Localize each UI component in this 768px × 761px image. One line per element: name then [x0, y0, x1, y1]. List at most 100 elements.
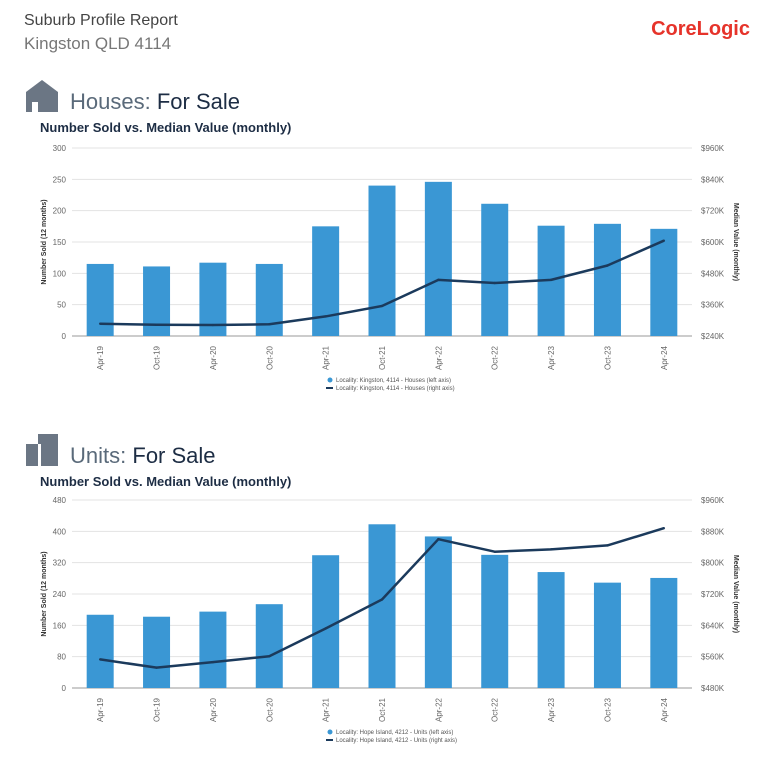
y2-tick-label: $480K [701, 269, 725, 278]
bar [368, 185, 396, 336]
y2-tick-label: $640K [701, 621, 725, 630]
report-title: Suburb Profile Report [24, 12, 178, 29]
line-point [662, 527, 666, 530]
line-point [380, 598, 384, 601]
x-tick-label: Apr-19 [96, 697, 105, 722]
line-point [380, 304, 384, 308]
bar [199, 611, 227, 688]
houses-section-title: Houses: For Sale [70, 89, 240, 114]
line-point [98, 322, 102, 325]
y2-tick-label: $600K [701, 238, 725, 247]
bar [593, 582, 621, 688]
bar [312, 226, 340, 336]
x-tick-label: Apr-24 [660, 345, 669, 370]
y-tick-label: 400 [53, 527, 67, 536]
x-tick-label: Apr-22 [434, 697, 443, 722]
bar [255, 604, 283, 688]
x-tick-label: Oct-22 [491, 697, 500, 722]
y-tick-label: 250 [53, 175, 67, 184]
line-point [155, 666, 158, 669]
y-tick-label: 150 [53, 238, 67, 247]
bar [86, 263, 114, 336]
bar [424, 181, 452, 336]
y2-axis-label: Median Value (monthly) [732, 555, 739, 633]
x-tick-label: Apr-21 [322, 697, 331, 722]
x-tick-label: Oct-19 [153, 697, 162, 722]
line-point [268, 655, 271, 658]
report-subtitle: Kingston QLD 4114 [24, 34, 172, 53]
line-point [437, 278, 440, 282]
bar [368, 524, 396, 688]
y2-tick-label: $800K [701, 559, 725, 568]
x-tick-label: Oct-22 [491, 345, 500, 370]
bar [424, 536, 452, 688]
y-tick-label: 80 [57, 653, 66, 662]
y2-tick-label: $480K [701, 684, 725, 693]
bar [312, 555, 340, 688]
line-point [211, 323, 215, 327]
legend-line-label: Locality: Kingston, 4114 - Houses (right… [336, 386, 455, 392]
x-tick-label: Oct-20 [265, 697, 274, 722]
bar [143, 616, 171, 688]
line-point [437, 537, 440, 541]
y2-tick-label: $960K [701, 496, 725, 505]
line-point [549, 278, 553, 282]
x-tick-label: Oct-21 [378, 697, 387, 722]
line-point [211, 660, 215, 664]
line-point [662, 239, 666, 242]
line-point [549, 548, 553, 551]
line-point [324, 627, 327, 630]
x-tick-label: Apr-19 [96, 345, 105, 370]
y-tick-label: 160 [53, 621, 67, 630]
units-section-title: Units: For Sale [70, 443, 216, 468]
y2-tick-label: $840K [701, 175, 725, 184]
y2-tick-label: $720K [701, 590, 725, 599]
line-point [493, 281, 496, 285]
legend-line-label: Locality: Hope Island, 4212 - Units (rig… [336, 738, 457, 744]
bar [537, 572, 565, 688]
brand-logo: CoreLogic [651, 18, 750, 40]
line-point [606, 264, 609, 267]
line-point [155, 323, 158, 326]
house-icon [26, 80, 58, 112]
x-tick-label: Apr-20 [209, 345, 218, 370]
bar [481, 203, 509, 336]
x-tick-label: Oct-20 [265, 345, 274, 370]
y-tick-label: 0 [62, 684, 67, 693]
y-tick-label: 0 [62, 332, 67, 341]
y-tick-label: 200 [53, 207, 67, 216]
y-tick-label: 50 [57, 301, 66, 310]
legend-bar-swatch [327, 377, 333, 383]
y-tick-label: 100 [53, 269, 67, 278]
x-tick-label: Oct-23 [603, 697, 612, 722]
unit-building-icon [26, 434, 58, 466]
houses-chart-title: Number Sold vs. Median Value (monthly) [40, 120, 292, 135]
x-tick-label: Apr-23 [547, 345, 556, 370]
legend-bar-label: Locality: Kingston, 4114 - Houses (left … [336, 378, 451, 384]
bar [650, 228, 678, 336]
line-point [606, 544, 609, 547]
y-axis-label: Number Sold (12 months) [41, 551, 48, 636]
units-chart: 0 80 160 240 320 400 480 $480K $560K $640K $720K $8… [41, 496, 739, 744]
y-tick-label: 240 [53, 590, 67, 599]
bar [593, 223, 621, 336]
y2-tick-label: $360K [701, 301, 725, 310]
y-tick-label: 300 [53, 144, 67, 153]
line-point [324, 315, 327, 318]
legend-bar-swatch [327, 729, 333, 735]
legend-bar-label: Locality: Hope Island, 4212 - Units (lef… [336, 730, 453, 736]
y2-axis-label: Median Value (monthly) [732, 203, 739, 281]
bar [481, 554, 509, 688]
x-tick-label: Apr-22 [434, 345, 443, 370]
x-tick-label: Oct-19 [153, 345, 162, 370]
houses-chart: 0 50 100 150 200 250 300 $240K $360K $480K $600K $7… [41, 144, 739, 392]
line-point [268, 323, 271, 326]
y-tick-label: 320 [53, 559, 67, 568]
bar [650, 577, 678, 688]
y2-tick-label: $720K [701, 207, 725, 216]
units-chart-title: Number Sold vs. Median Value (monthly) [40, 474, 292, 489]
line-point [493, 550, 496, 553]
x-tick-label: Apr-20 [209, 697, 218, 722]
x-tick-label: Apr-21 [322, 345, 331, 370]
y-axis-label: Number Sold (12 months) [41, 199, 48, 284]
